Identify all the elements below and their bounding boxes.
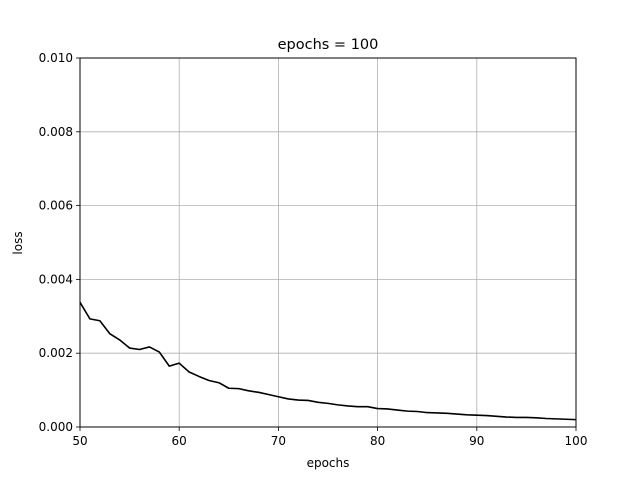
loss-series-line <box>79 301 577 421</box>
plot-frame <box>79 57 577 428</box>
x-tick-label: 90 <box>469 434 484 448</box>
y-tick-label: 0.000 <box>39 420 73 434</box>
x-tick-label: 70 <box>271 434 286 448</box>
x-axis-label: epochs <box>307 456 350 470</box>
x-tick-label: 100 <box>565 434 588 448</box>
y-axis-label: loss <box>11 231 25 254</box>
y-tick-label: 0.008 <box>39 125 73 139</box>
y-tick-label: 0.006 <box>39 199 73 213</box>
x-tick-label: 80 <box>370 434 385 448</box>
x-axis-ticks: 50 60 70 80 90 100 <box>72 427 587 448</box>
series-line-group <box>79 301 577 421</box>
y-tick-label: 0.004 <box>39 272 73 286</box>
y-tick-label: 0.010 <box>39 51 73 65</box>
x-tick-label: 60 <box>172 434 187 448</box>
chart-title: epochs = 100 <box>278 37 379 53</box>
y-tick-label: 0.002 <box>39 346 73 360</box>
y-axis-ticks: 0.000 0.002 0.004 0.006 0.008 0.010 <box>39 51 80 434</box>
x-tick-label: 50 <box>72 434 87 448</box>
